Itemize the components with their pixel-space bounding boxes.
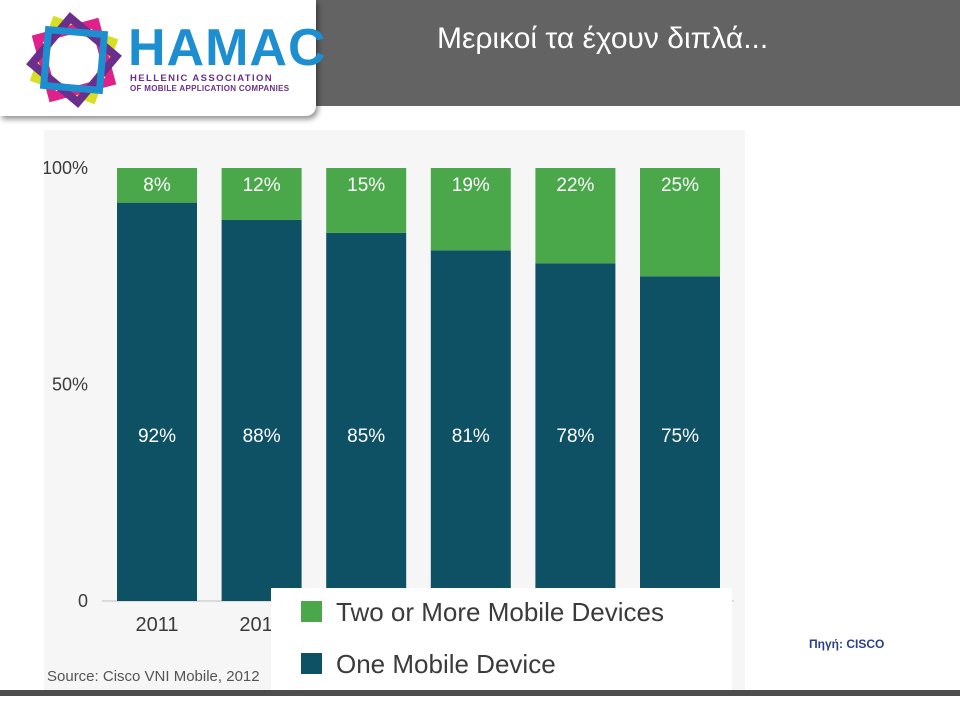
bar-two-devices-2015 bbox=[535, 168, 616, 264]
bar-one-device-2011 bbox=[117, 202, 197, 601]
data-label: 25% bbox=[661, 175, 699, 196]
bar-one-device-2012 bbox=[221, 219, 302, 601]
data-label: 15% bbox=[347, 175, 385, 196]
logo-wordmark: HAMAC bbox=[128, 19, 327, 77]
bottom-line bbox=[0, 690, 960, 696]
legend-swatch bbox=[301, 601, 322, 622]
slide-title: Μερικοί τα έχουν διπλά... bbox=[437, 22, 769, 55]
bar-two-devices-2011 bbox=[117, 168, 197, 203]
legend-swatch bbox=[301, 653, 322, 674]
logo-tagline-2: OF MOBILE APPLICATION COMPANIES bbox=[130, 84, 290, 93]
legend-label: Two or More Mobile Devices bbox=[336, 597, 664, 627]
logo-tagline-1: HELLENIC ASSOCIATION bbox=[130, 73, 274, 84]
data-label: 81% bbox=[452, 426, 490, 447]
logo-card: HAMAC HELLENIC ASSOCIATION OF MOBILE APP… bbox=[0, 0, 326, 116]
chart-panel: 050%100%92%8%201188%12%201285%15%201381%… bbox=[44, 130, 745, 716]
data-label: 78% bbox=[556, 426, 594, 447]
y-tick-label: 0 bbox=[78, 591, 88, 611]
data-label: 85% bbox=[347, 426, 385, 447]
bar-one-device-2013 bbox=[326, 232, 407, 601]
data-label: 19% bbox=[452, 175, 490, 196]
data-label: 75% bbox=[661, 426, 699, 447]
y-tick-label: 50% bbox=[52, 375, 88, 395]
stacked-bar-chart: 050%100%92%8%201188%12%201285%15%201381%… bbox=[44, 158, 734, 636]
bar-two-devices-2013 bbox=[326, 168, 407, 233]
source-credit: Πηγή: CISCO bbox=[809, 637, 885, 651]
bar-two-devices-2012 bbox=[221, 168, 302, 220]
x-tick-label: 2011 bbox=[135, 614, 178, 636]
bar-one-device-2015 bbox=[535, 263, 616, 601]
bar-one-device-2016 bbox=[640, 276, 720, 601]
data-label: 22% bbox=[556, 175, 594, 196]
data-label: 8% bbox=[143, 175, 171, 196]
y-tick-label: 100% bbox=[44, 158, 88, 178]
chart-legend: Two or More Mobile Devices One Mobile Dev… bbox=[271, 588, 732, 716]
legend-label: One Mobile Device bbox=[336, 649, 556, 679]
data-label: 12% bbox=[243, 175, 281, 196]
bar-two-devices-2014 bbox=[430, 168, 511, 251]
bar-two-devices-2016 bbox=[640, 168, 720, 277]
data-label: 92% bbox=[138, 426, 176, 447]
hamac-logo-icon bbox=[26, 12, 122, 108]
data-label: 88% bbox=[243, 426, 281, 447]
source-note: Source: Cisco VNI Mobile, 2012 bbox=[47, 668, 260, 685]
bar-one-device-2014 bbox=[430, 250, 511, 601]
